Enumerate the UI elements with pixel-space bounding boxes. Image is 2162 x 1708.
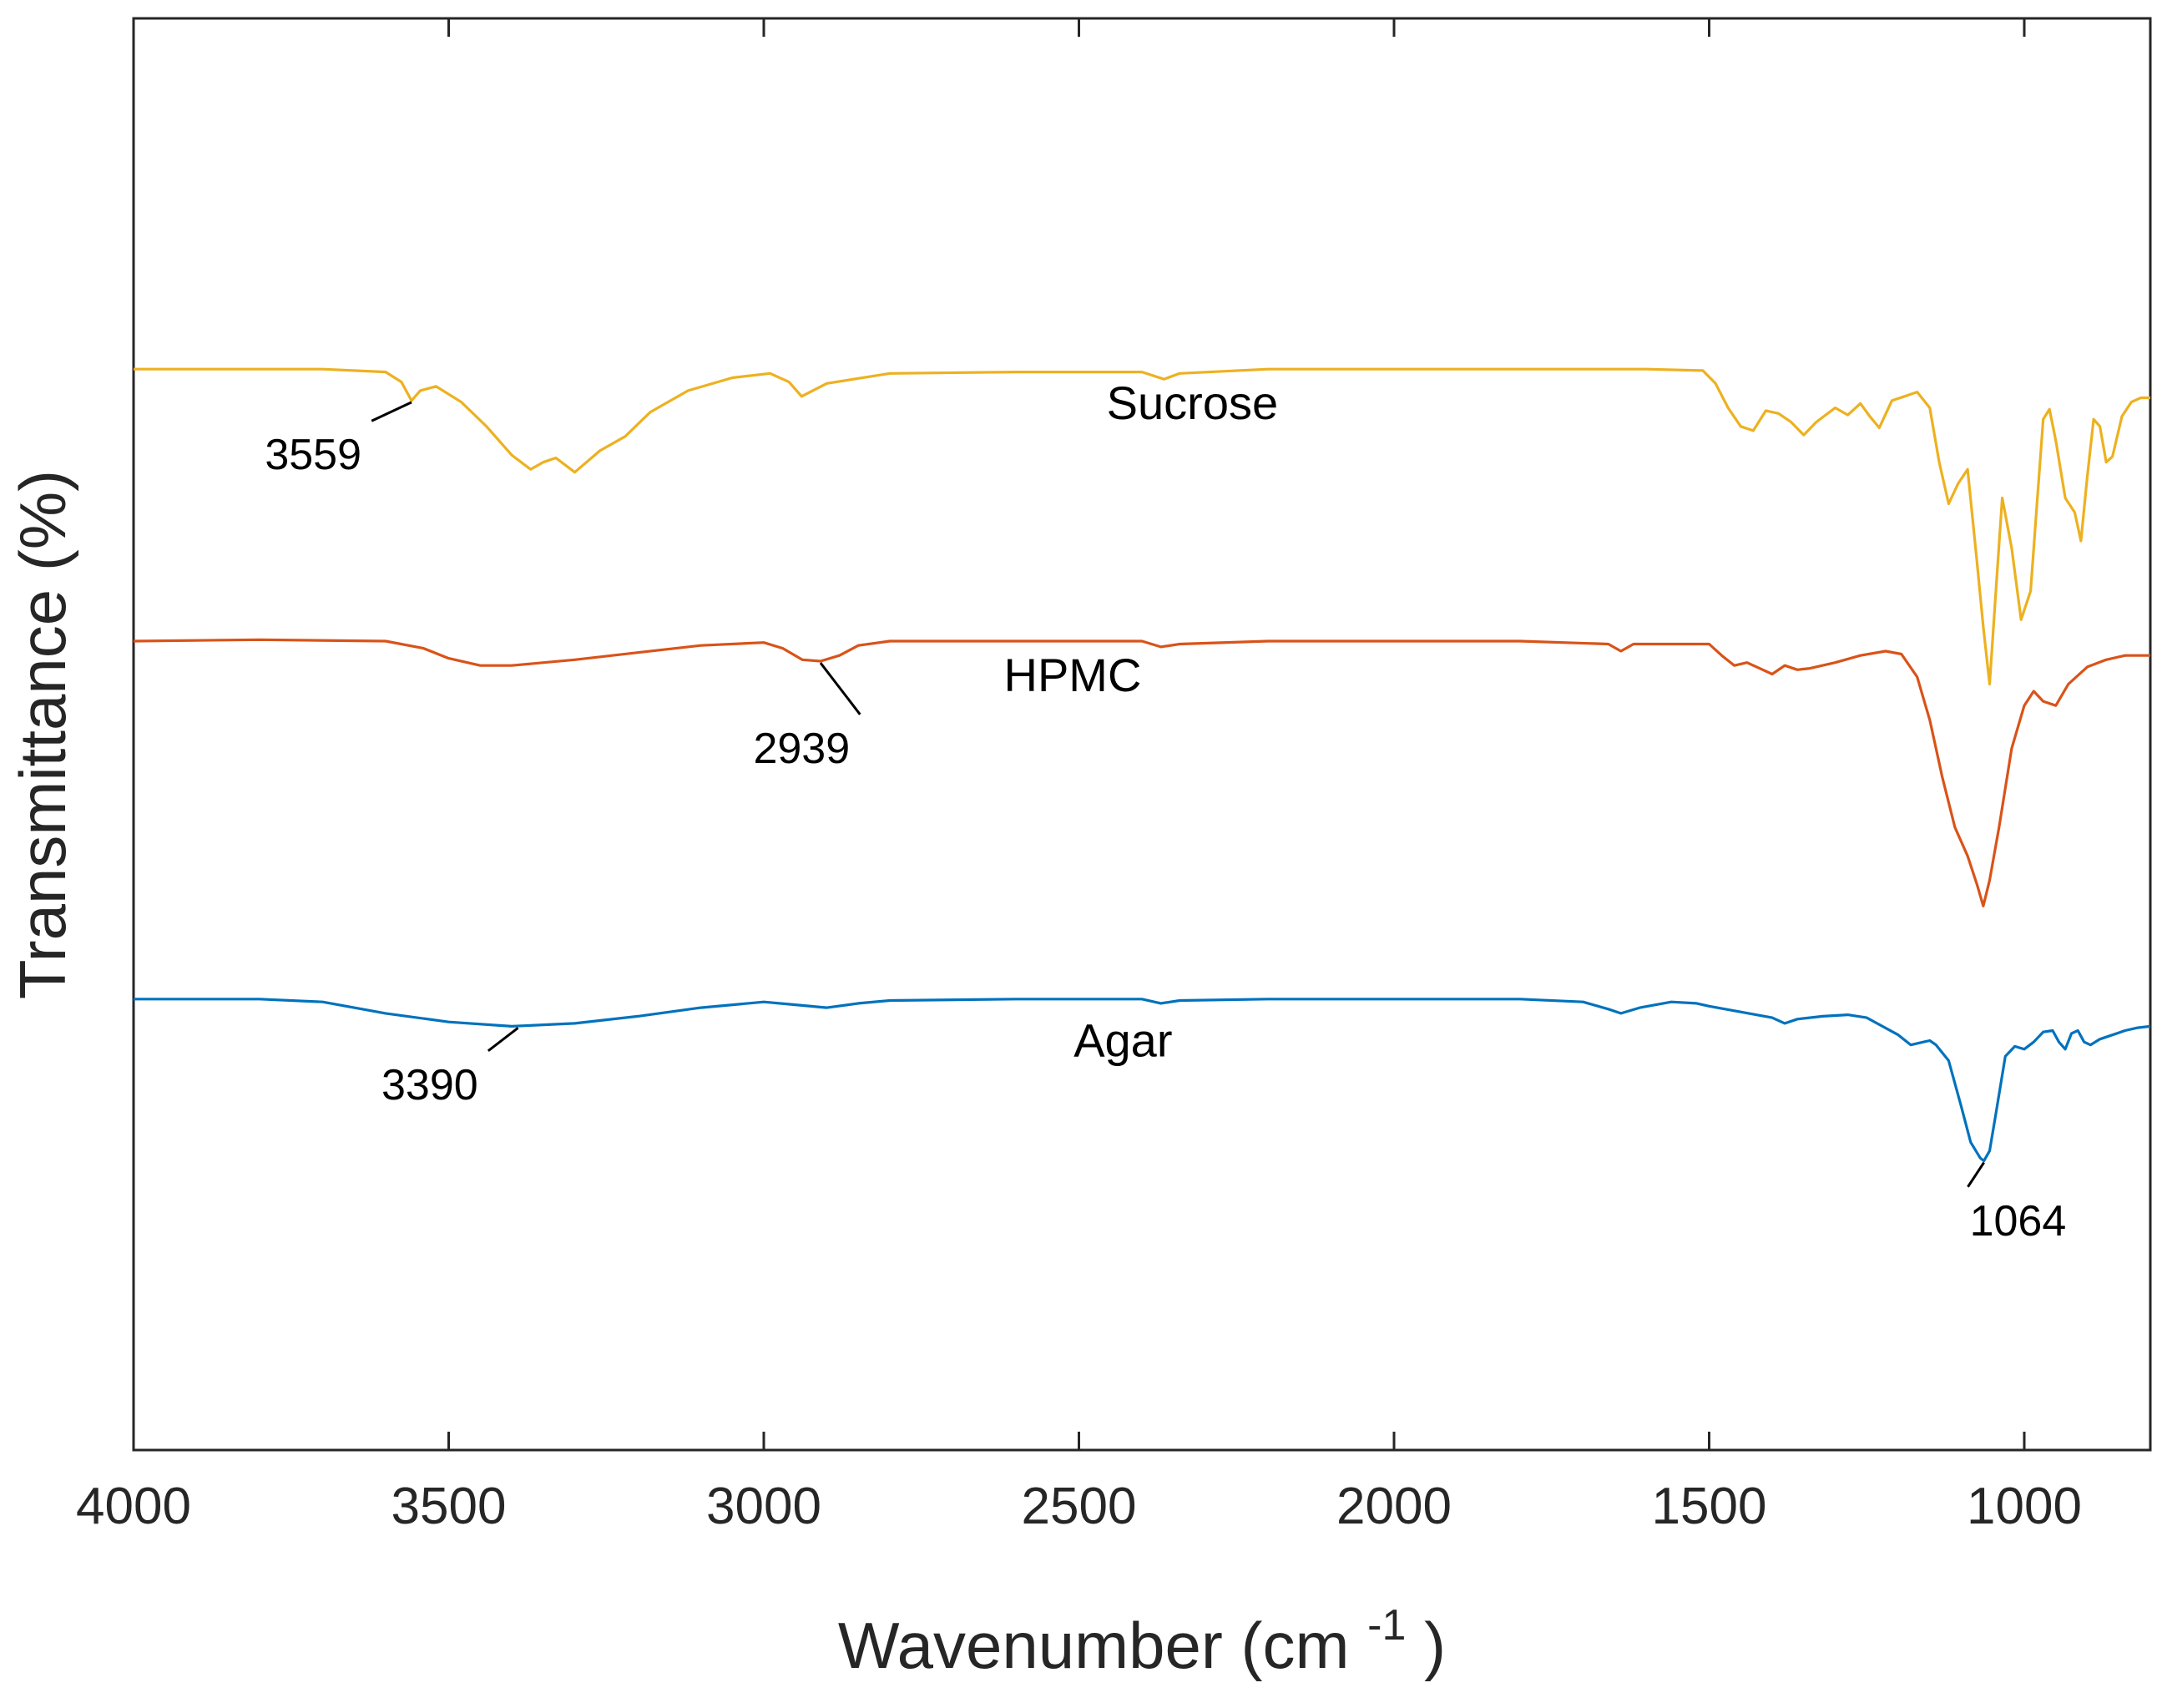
x-tick-label-2: 3000	[706, 1478, 821, 1535]
x-tick-label-6: 1000	[1967, 1478, 2082, 1535]
x-axis-title-superscript: -1	[1367, 1601, 1406, 1650]
y-axis-title: Transmittance (%)	[6, 470, 79, 999]
x-tick-label-0: 4000	[76, 1478, 191, 1535]
series-line-sucrose	[134, 367, 2150, 686]
x-tick-label-3: 2500	[1022, 1478, 1137, 1535]
peak-leader-1064	[1967, 1161, 1985, 1188]
x-tick-label-4: 2000	[1336, 1478, 1452, 1535]
peak-leader-2939	[819, 662, 861, 715]
series-labels: Sucrose HPMC Agar	[1004, 376, 1279, 1066]
spectra-series	[133, 367, 2151, 1163]
x-axis-title-suffix: )	[1424, 1609, 1446, 1682]
peak-label-3559: 3559	[265, 431, 361, 479]
peak-leader-3390	[487, 1027, 519, 1053]
series-label-hpmc: HPMC	[1004, 649, 1142, 701]
peak-annotations: 3559 2939 3390 1064	[265, 401, 2067, 1246]
x-tick-label-1: 3500	[391, 1478, 507, 1535]
peak-label-3390: 3390	[381, 1061, 478, 1109]
x-axis-title: Wavenumber (cm -1 )	[838, 1580, 1446, 1682]
peak-leader-3559	[371, 401, 412, 422]
peak-label-2939: 2939	[753, 725, 850, 773]
x-axis-ticks: 4000 3500 3000 2500 2000 1500 1000	[76, 18, 2082, 1535]
plot-frame	[132, 17, 2152, 1452]
peak-label-1064: 1064	[1970, 1197, 2067, 1246]
series-line-agar	[134, 998, 2151, 1163]
x-axis-title-main: Wavenumber (cm	[838, 1609, 1350, 1682]
series-line-hpmc	[133, 638, 2150, 907]
x-tick-label-5: 1500	[1652, 1478, 1767, 1535]
series-label-sucrose: Sucrose	[1107, 376, 1278, 429]
series-label-agar: Agar	[1073, 1013, 1172, 1066]
